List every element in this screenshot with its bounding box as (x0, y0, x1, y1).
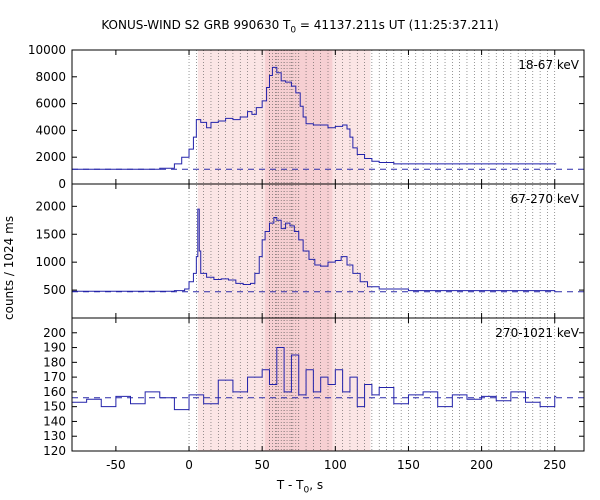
energy-band-label: 270-1021 keV (495, 326, 579, 340)
x-axis-label: T - T0, s (276, 478, 324, 496)
x-tick-label: 0 (185, 458, 193, 472)
y-tick-label: 190 (43, 341, 66, 355)
x-tick-label: 100 (324, 458, 347, 472)
y-tick-label: 1500 (35, 227, 66, 241)
energy-band-label: 18-67 keV (518, 58, 580, 72)
x-tick-label: -50 (106, 458, 126, 472)
y-tick-label: 120 (43, 444, 66, 458)
x-tick-label: 50 (255, 458, 270, 472)
x-tick-label: 250 (543, 458, 566, 472)
y-tick-label: 2000 (35, 199, 66, 213)
y-axis-label: counts / 1024 ms (2, 215, 16, 320)
y-tick-label: 170 (43, 370, 66, 384)
y-tick-label: 1000 (35, 255, 66, 269)
y-tick-label: 160 (43, 385, 66, 399)
y-tick-label: 150 (43, 400, 66, 414)
x-tick-label: 150 (397, 458, 420, 472)
y-tick-label: 2000 (35, 150, 66, 164)
y-tick-label: 0 (58, 177, 66, 191)
panel-frame (71, 317, 585, 452)
lightcurve-series-1 (72, 208, 557, 293)
y-tick-label: 8000 (35, 70, 66, 84)
lightcurve-series-2 (72, 347, 557, 411)
y-tick-label: 6000 (35, 97, 66, 111)
x-tick-label: 200 (470, 458, 493, 472)
energy-band-label: 67-270 keV (511, 192, 580, 206)
y-tick-label: 500 (43, 283, 66, 297)
y-tick-label: 180 (43, 355, 66, 369)
y-tick-label: 140 (43, 414, 66, 428)
y-tick-label: 10000 (28, 43, 66, 57)
y-tick-label: 200 (43, 326, 66, 340)
chart-title: KONUS-WIND S2 GRB 990630 T0 = 41137.211s… (101, 18, 499, 36)
y-tick-label: 4000 (35, 123, 66, 137)
y-tick-label: 130 (43, 429, 66, 443)
lightcurve-series-0 (72, 66, 557, 170)
